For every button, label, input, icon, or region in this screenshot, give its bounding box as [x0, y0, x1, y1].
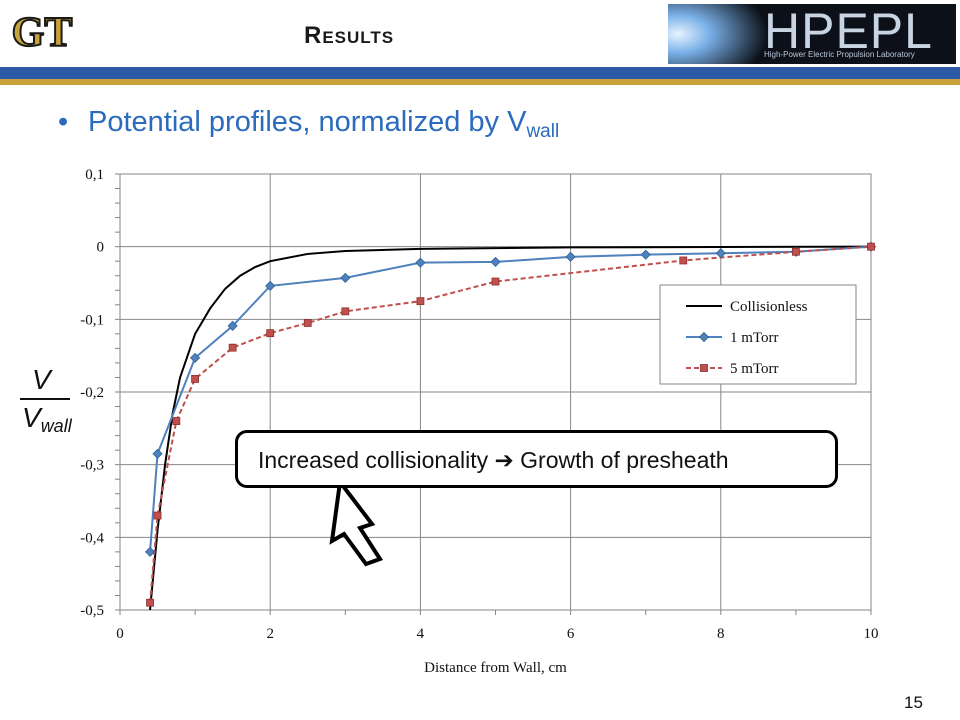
data-point [565, 251, 576, 262]
legend-marker [700, 364, 708, 372]
y-tick-label: -0,3 [80, 458, 104, 474]
data-point [867, 242, 875, 251]
x-tick-label: 2 [266, 626, 274, 642]
data-point [172, 417, 181, 425]
legend-marker [698, 331, 710, 343]
hpepl-logo: HPEPL High-Power Electric Propulsion Lab… [668, 4, 956, 64]
data-point [227, 320, 238, 331]
series-markers [144, 241, 877, 607]
data-point [152, 448, 163, 459]
x-tick-label: 4 [417, 626, 425, 642]
legend-label: Collisionless [730, 299, 808, 315]
x-tick-label: 8 [717, 626, 725, 642]
slide-title: Results [304, 22, 395, 49]
data-point [265, 280, 276, 291]
data-point [415, 257, 426, 268]
up-arrow-icon [329, 476, 384, 567]
y-axis-label-numerator: V [32, 364, 51, 395]
data-point [679, 256, 688, 265]
gt-logo-text: GT [12, 10, 73, 54]
data-point [341, 307, 350, 316]
data-point [266, 329, 275, 338]
grid-lines [119, 173, 872, 611]
data-point [144, 546, 156, 557]
data-point [640, 249, 651, 260]
header-bar-blue [0, 67, 960, 79]
legend-box [659, 284, 857, 385]
hpepl-logo-subtitle: High-Power Electric Propulsion Laborator… [764, 50, 915, 59]
gt-logo: GT [11, 9, 74, 54]
page-number: 15 [904, 693, 923, 712]
y-tick-label: -0,1 [80, 312, 104, 328]
legend-label: 5 mTorr [730, 361, 779, 377]
data-point [228, 343, 237, 352]
x-tick-label: 0 [116, 626, 124, 642]
bullet-subscript: wall [526, 121, 560, 142]
y-tick-label: -0,4 [80, 530, 104, 546]
legend: Collisionless 1 mTorr 5 mTorr [659, 284, 857, 385]
data-point [191, 375, 200, 383]
legend-label: 1 mTorr [730, 330, 779, 346]
up-arrow-shape [329, 476, 384, 567]
header-bar-gold [0, 79, 960, 85]
axis-ticks: 0 2 4 6 8 10 0,1 0 -0,1 -0,2 -0,3 -0,4 -0,5 [80, 167, 878, 642]
data-point [715, 248, 726, 259]
x-axis-label: Distance from Wall, cm [424, 660, 567, 676]
thruster-plume-icon [668, 4, 768, 64]
bullet-dot: • [58, 106, 69, 138]
y-tick-label: -0,5 [80, 603, 104, 619]
x-tick-label: 10 [864, 626, 879, 642]
bullet-text: Potential profiles, normalized by V [88, 106, 527, 138]
y-axis-label-denominator: Vwall [22, 402, 72, 437]
hpepl-logo-text: HPEPL [764, 4, 933, 59]
data-point [340, 272, 351, 283]
y-tick-label: -0,2 [80, 385, 104, 401]
y-axis-label-fraction-bar [20, 398, 70, 400]
data-point [190, 352, 201, 363]
data-point [490, 256, 501, 267]
data-point [146, 598, 154, 607]
x-tick-label: 6 [567, 626, 575, 642]
data-point [303, 319, 312, 327]
bullet-item: • Potential profiles, normalized by Vwall [58, 106, 559, 143]
data-point [792, 247, 800, 256]
data-point [153, 511, 162, 520]
y-axis-label-denominator-main: V [22, 402, 41, 433]
callout-box: Increased collisionality ➔ Growth of pre… [235, 430, 838, 488]
data-point [416, 297, 425, 306]
data-point [491, 277, 500, 286]
y-tick-label: 0,1 [85, 167, 104, 183]
y-axis-label-denominator-sub: wall [40, 416, 72, 436]
callout-text: Increased collisionality ➔ Growth of pre… [258, 447, 729, 473]
potential-profile-chart: 0 2 4 6 8 10 0,1 0 -0,1 -0,2 -0,3 -0,4 -0,5 Distance… [80, 167, 878, 676]
y-tick-label: 0 [97, 240, 105, 256]
